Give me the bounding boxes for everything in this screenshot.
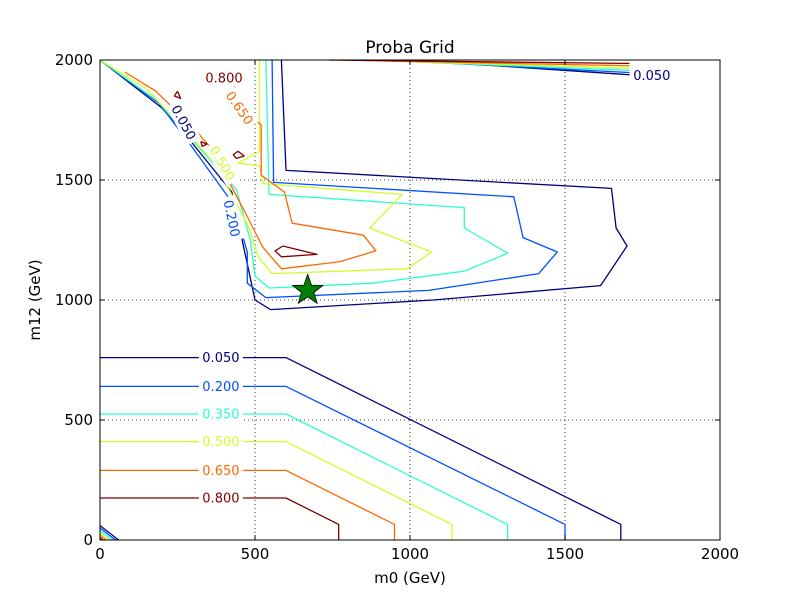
contour-label-group: 0.650 (220, 85, 259, 131)
x-tick-label: 0 (95, 545, 105, 563)
contour-label-group: 0.350 (198, 406, 243, 423)
contour-label-group: 0.200 (198, 378, 243, 395)
contour-label-background (166, 99, 202, 146)
y-tick-label: 1000 (55, 291, 93, 309)
contour-line-0.05 (99, 59, 628, 311)
x-tick-label: 1500 (546, 545, 584, 563)
x-tick-label: 1000 (391, 545, 429, 563)
contour-line-0.65 (99, 534, 107, 541)
contour-line-0.8 (173, 90, 182, 100)
contour-label-background (202, 70, 246, 86)
contour-line-0.5 (99, 532, 110, 541)
contour-label-background (198, 490, 243, 506)
contour-label-group: 0.050 (629, 67, 674, 84)
contour-line-0.05 (99, 525, 119, 541)
contour-labels: 0.050 0.200 0.350 0.500 0.650 0.800 0.800 0.650… (166, 55, 674, 507)
contour-label-group: 0.500 (204, 140, 241, 187)
contour-lines (99, 59, 643, 541)
contour-line-0.2 (99, 59, 558, 299)
contour-label: 0.050 (167, 103, 198, 143)
contour-label: 0.800 (205, 72, 242, 87)
contour-line-0.8 (232, 150, 245, 160)
contour-label: 0.500 (202, 435, 239, 450)
contour-line-0.5 (99, 59, 433, 275)
contour-label-background (198, 462, 243, 479)
contour-line-0.8 (329, 59, 643, 65)
y-tick-label: 0 (83, 531, 93, 549)
contour-label-background (220, 85, 259, 131)
contour-label: 0.650 (222, 89, 256, 128)
contour-label-background (198, 433, 243, 450)
contour-label-group: 0.800 (198, 490, 243, 507)
contour-label: 0.050 (202, 351, 239, 366)
contour-label: 0.350 (202, 408, 239, 423)
contour-label-background (198, 406, 243, 422)
contour-line-0.5 (100, 440, 453, 540)
contour-label: 0.050 (633, 69, 670, 84)
x-tick-label: 2000 (701, 545, 739, 563)
marker-layer (291, 273, 325, 305)
contour-label-background (198, 378, 243, 395)
contour-label-background (219, 195, 245, 242)
contour-line-0.65 (124, 71, 377, 270)
contour-line-0.65 (100, 469, 396, 540)
contour-line-0.2 (99, 527, 116, 541)
contour-label: 0.200 (202, 380, 239, 395)
contour-label: 0.200 (220, 199, 242, 239)
y-tick-label: 2000 (55, 51, 93, 69)
contour-line-0.8 (200, 140, 208, 148)
contour-label-background (204, 140, 241, 187)
y-axis-label: m12 (GeV) (26, 259, 44, 340)
x-tick-label: 500 (241, 545, 270, 563)
contour-line-0.8 (274, 245, 318, 258)
contour-line-0.2 (100, 385, 566, 540)
contour-label: 0.650 (202, 464, 239, 479)
axis-ticks: 0 500 1000 1500 2000 0 500 1000 1500 2000 (55, 51, 739, 563)
contour-label: 0.800 (202, 492, 239, 507)
contour-label-group: 0.500 (198, 433, 243, 450)
contour-label-group: 0.650 (198, 462, 243, 479)
contour-line-0.35 (99, 59, 509, 289)
contour-line-0.05 (100, 356, 622, 540)
contour-label-background (198, 349, 243, 366)
star-marker (291, 273, 325, 305)
x-axis-label: m0 (GeV) (374, 569, 446, 587)
contour-label-background (629, 67, 674, 84)
y-tick-label: 1500 (55, 171, 93, 189)
contour-line-0.35 (99, 529, 113, 541)
contour-label-group: 0.050 (166, 99, 202, 146)
chart-title: Proba Grid (365, 38, 454, 58)
contour-label-group: 0.800 (202, 70, 246, 87)
contour-line-0.8 (100, 497, 340, 540)
contour-label-group: 0.050 (198, 349, 243, 366)
contour-line-0.35 (100, 413, 509, 540)
y-tick-label: 500 (64, 411, 93, 429)
contour-label: 0.500 (206, 144, 238, 184)
